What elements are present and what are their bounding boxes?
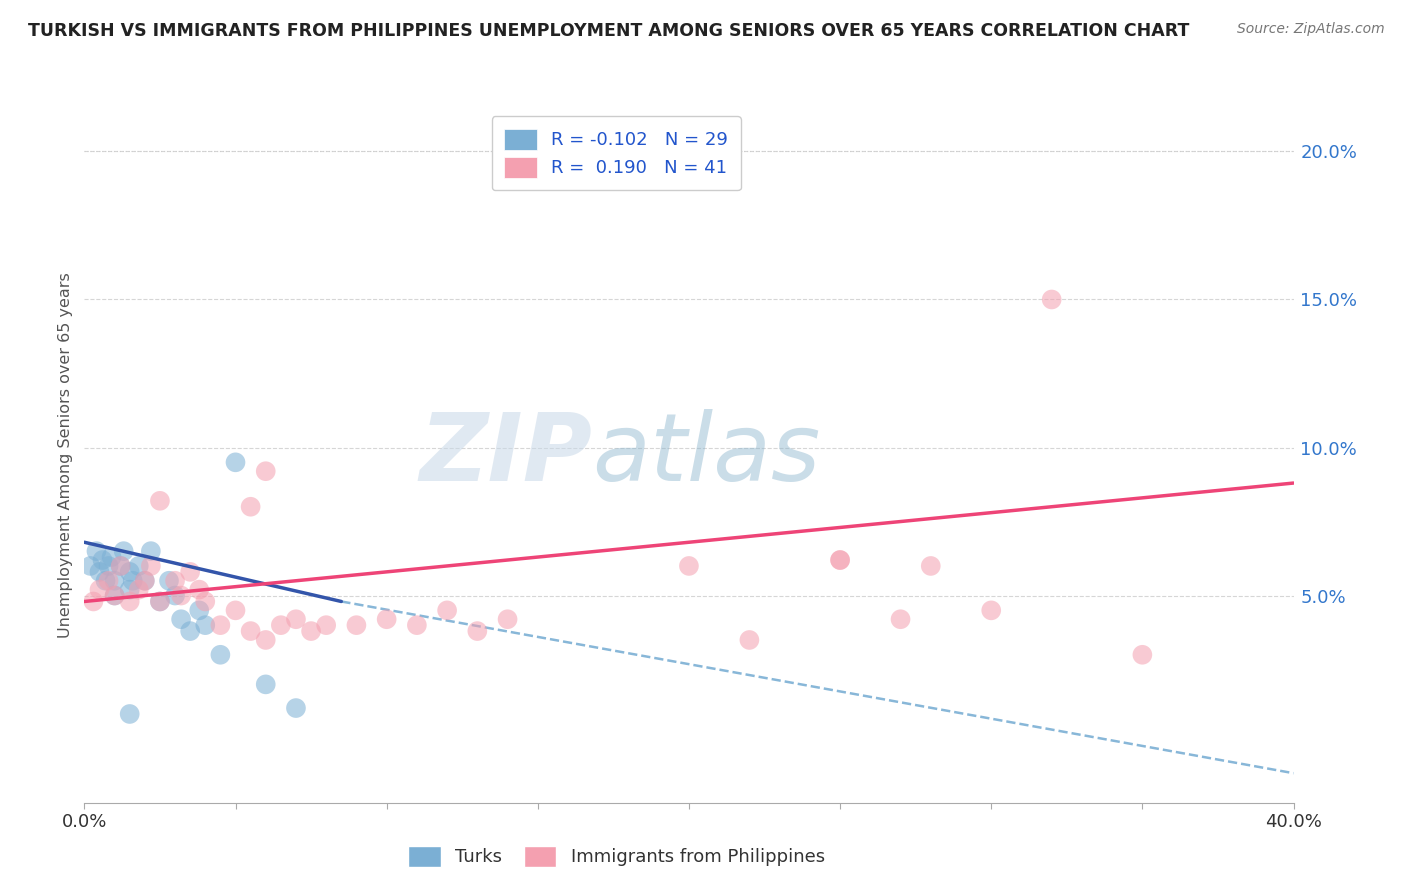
Point: [97, 558, 120, 573]
Point: [188, 603, 211, 617]
Point: [980, 603, 1002, 617]
Point: [170, 612, 193, 626]
Point: [188, 582, 211, 597]
Point: [110, 558, 132, 573]
Point: [134, 574, 156, 588]
Point: [179, 624, 201, 638]
Text: Source: ZipAtlas.com: Source: ZipAtlas.com: [1237, 22, 1385, 37]
Point: [467, 624, 489, 638]
Point: [920, 558, 942, 573]
Point: [315, 618, 337, 632]
Point: [254, 464, 277, 478]
Point: [170, 589, 193, 603]
Text: ZIP: ZIP: [419, 409, 592, 501]
Point: [209, 648, 232, 662]
Point: [299, 624, 322, 638]
Point: [830, 553, 852, 567]
Point: [890, 612, 912, 626]
Point: [436, 603, 458, 617]
Y-axis label: Unemployment Among Seniors over 65 years: Unemployment Among Seniors over 65 years: [58, 272, 73, 638]
Point: [86, 544, 108, 558]
Point: [128, 558, 150, 573]
Point: [225, 603, 247, 617]
Point: [285, 612, 308, 626]
Point: [121, 574, 143, 588]
Point: [112, 544, 135, 558]
Point: [239, 624, 262, 638]
Point: [79, 558, 101, 573]
Point: [375, 612, 398, 626]
Point: [149, 493, 172, 508]
Point: [346, 618, 368, 632]
Point: [104, 574, 127, 588]
Point: [194, 618, 217, 632]
Point: [149, 594, 172, 608]
Text: TURKISH VS IMMIGRANTS FROM PHILIPPINES UNEMPLOYMENT AMONG SENIORS OVER 65 YEARS : TURKISH VS IMMIGRANTS FROM PHILIPPINES U…: [28, 22, 1189, 40]
Point: [100, 550, 122, 565]
Point: [165, 574, 187, 588]
Point: [139, 544, 162, 558]
Point: [128, 582, 150, 597]
Point: [104, 589, 127, 603]
Point: [225, 455, 247, 469]
Point: [82, 594, 104, 608]
Point: [165, 589, 187, 603]
Point: [194, 594, 217, 608]
Point: [738, 632, 761, 647]
Point: [139, 558, 162, 573]
Point: [134, 574, 156, 588]
Point: [118, 582, 141, 597]
Point: [91, 553, 114, 567]
Point: [149, 594, 172, 608]
Point: [89, 582, 111, 597]
Point: [118, 594, 141, 608]
Point: [254, 632, 277, 647]
Point: [254, 677, 277, 691]
Point: [110, 558, 132, 573]
Legend: Turks, Immigrants from Philippines: Turks, Immigrants from Philippines: [401, 838, 832, 874]
Point: [1040, 293, 1063, 307]
Point: [89, 565, 111, 579]
Point: [270, 618, 292, 632]
Point: [285, 701, 308, 715]
Point: [406, 618, 429, 632]
Point: [104, 589, 127, 603]
Point: [209, 618, 232, 632]
Point: [118, 565, 141, 579]
Point: [830, 553, 852, 567]
Point: [157, 574, 180, 588]
Point: [94, 574, 117, 588]
Point: [97, 574, 120, 588]
Point: [118, 706, 141, 721]
Text: atlas: atlas: [592, 409, 821, 500]
Point: [496, 612, 519, 626]
Point: [179, 565, 201, 579]
Point: [239, 500, 262, 514]
Point: [1130, 648, 1153, 662]
Point: [678, 558, 700, 573]
